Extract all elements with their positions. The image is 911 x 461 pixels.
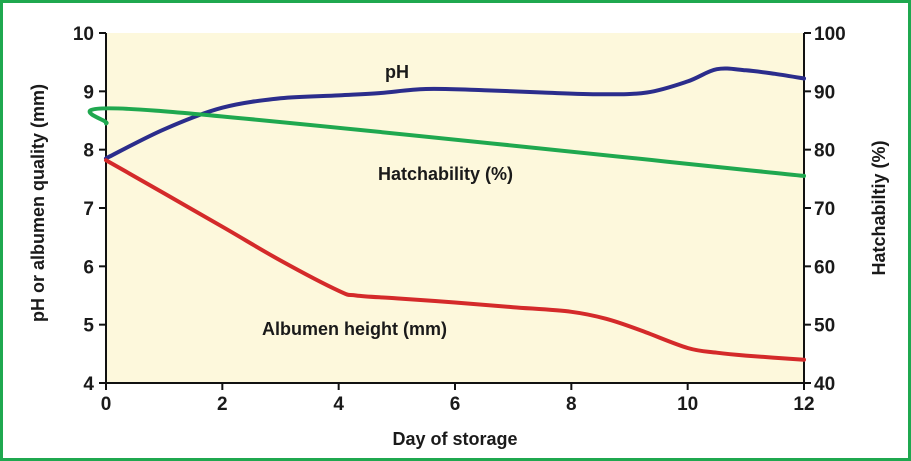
y-right-tick-label: 60 xyxy=(814,257,835,278)
x-tick-label: 4 xyxy=(333,394,344,415)
x-tick-label: 6 xyxy=(450,394,461,415)
y-left-axis-title: pH or albumen quality (mm) xyxy=(28,84,48,322)
x-tick-label: 8 xyxy=(566,394,577,415)
series-line-albumen-height-mm xyxy=(104,158,806,362)
y-right-axis-ticks: 40 50 60 70 80 90 100 xyxy=(804,24,846,395)
y-right-tick-label: 100 xyxy=(814,24,846,45)
y-right-tick-label: 40 xyxy=(814,374,835,395)
y-right-axis-title: Hatchabiltiy (%) xyxy=(869,140,889,275)
annotation-hatchability: Hatchability (%) xyxy=(378,164,513,184)
x-tick-label: 0 xyxy=(101,394,112,415)
series-lines xyxy=(87,66,806,362)
y-left-tick-label: 10 xyxy=(73,24,94,45)
series-line-ph xyxy=(104,66,806,161)
y-right-tick-label: 90 xyxy=(814,82,835,103)
x-tick-label: 12 xyxy=(793,394,814,415)
y-left-tick-label: 4 xyxy=(83,374,94,395)
plot-background xyxy=(106,33,804,383)
x-tick-label: 2 xyxy=(217,394,228,415)
annotation-ph: pH xyxy=(385,62,409,82)
series-line-hatchability xyxy=(87,106,806,178)
x-tick-label: 10 xyxy=(677,394,698,415)
y-left-tick-label: 6 xyxy=(83,257,94,278)
x-axis-ticks: 0 2 4 6 8 10 12 xyxy=(101,383,815,415)
y-right-tick-label: 80 xyxy=(814,141,835,162)
y-left-tick-label: 7 xyxy=(83,199,94,220)
y-right-tick-label: 50 xyxy=(814,316,835,337)
x-axis-title: Day of storage xyxy=(392,429,517,449)
y-right-tick-label: 70 xyxy=(814,199,835,220)
y-left-axis-ticks: 4 5 6 7 8 9 10 xyxy=(73,24,106,395)
y-left-tick-label: 9 xyxy=(83,82,94,103)
annotation-albumen: Albumen height (mm) xyxy=(262,319,447,339)
y-left-tick-label: 5 xyxy=(83,316,94,337)
y-left-tick-label: 8 xyxy=(83,141,94,162)
